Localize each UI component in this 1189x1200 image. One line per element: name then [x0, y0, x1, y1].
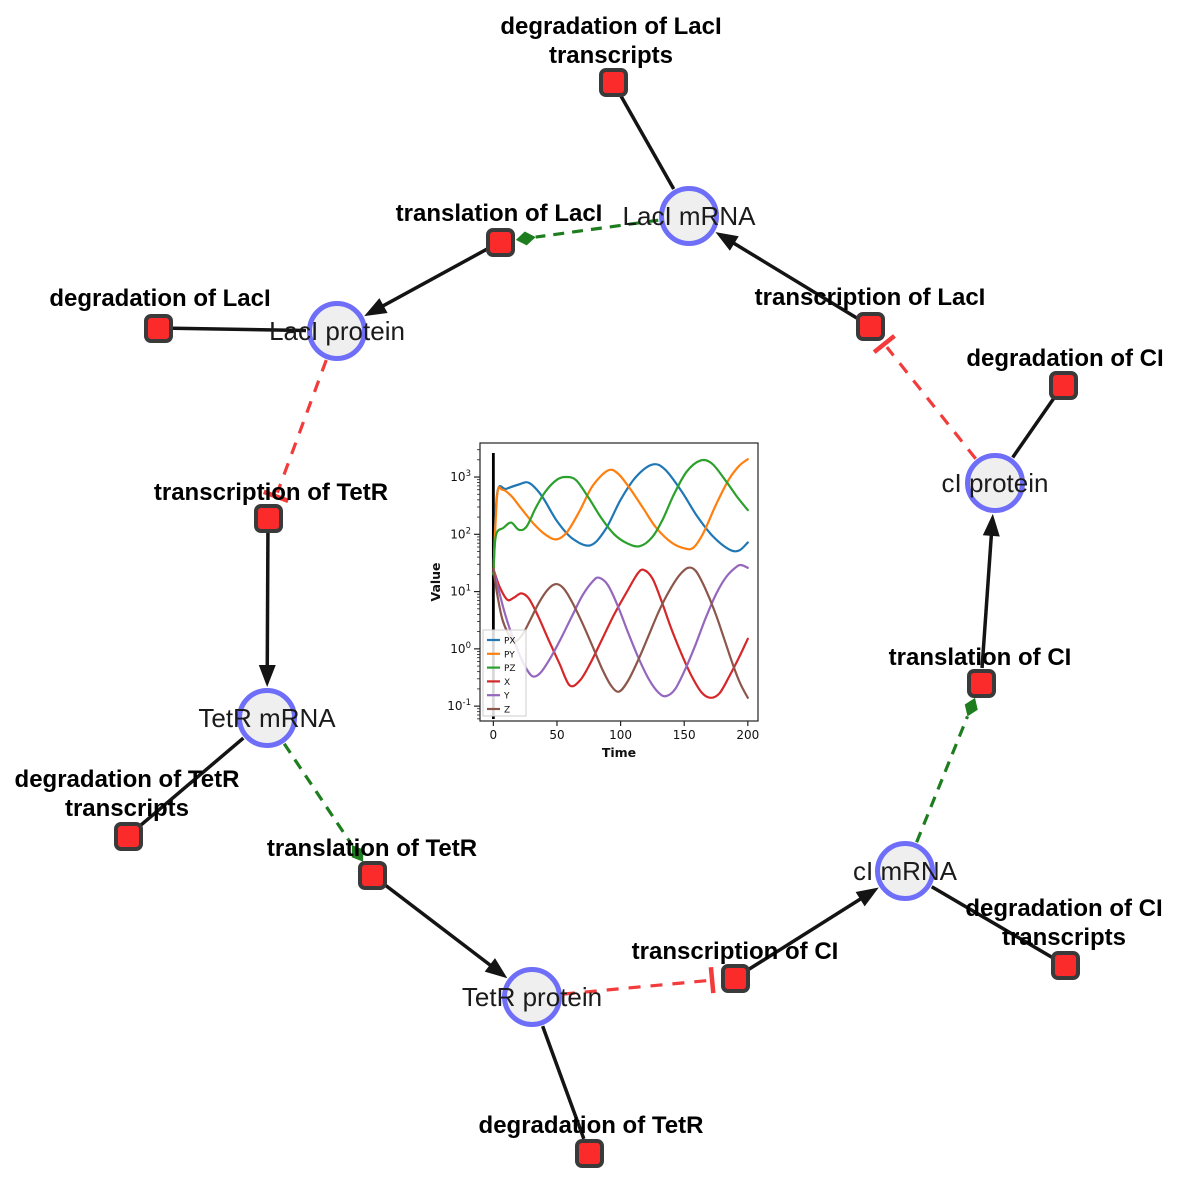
edge-tetr-protein-to-transcription-ci-tee-icon: [708, 966, 716, 994]
reaction-label-degradation-laci: degradation of LacI: [49, 284, 271, 312]
edge-tetr-mrna-to-degradation-tetr-transcripts: [138, 736, 245, 828]
species-label-tetr-mrna: TetR mRNA: [198, 703, 336, 733]
chart-legend-label-py: PY: [504, 650, 515, 660]
chart-y-tick-label: 103: [450, 469, 471, 484]
edge-translation-tetr-to-tetr-protein-arrowhead-icon: [484, 958, 508, 979]
chart-series-z: [492, 566, 749, 699]
edge-laci-mrna-to-degradation-laci-transcripts: [618, 94, 676, 190]
chart-series-x: [492, 567, 749, 699]
edge-translation-ci-to-ci-protein: [980, 529, 994, 669]
chart-legend-box: [482, 629, 527, 717]
reaction-label-degradation-tetr: degradation of TetR: [478, 1111, 704, 1139]
chart-series-y: [492, 563, 749, 698]
chart-x-tick-label: 150: [673, 728, 696, 742]
reaction-node-transcription-laci: [855, 311, 885, 341]
reaction-label-degradation-tetr-transcripts: degradation of TetR transcripts: [14, 766, 240, 822]
reaction-node-degradation-ci: [1048, 370, 1078, 400]
chart-legend-label-y: Y: [503, 692, 510, 702]
reaction-node-translation-laci: [485, 227, 515, 257]
species-node-tetr-protein: [502, 967, 562, 1027]
edge-laci-protein-to-degradation-laci: [172, 326, 307, 333]
chart-legend-label-x: X: [504, 678, 510, 688]
reaction-node-degradation-tetr-transcripts: [113, 821, 143, 851]
edge-ci-protein-to-transcription-laci-tee-icon: [872, 334, 896, 354]
species-label-tetr-protein: TetR protein: [461, 982, 603, 1012]
species-node-laci-mrna: [659, 186, 719, 246]
species-node-laci-protein: [307, 301, 367, 361]
species-node-ci-mrna: [875, 841, 935, 901]
edge-transcription-tetr-to-tetr-mrna: [265, 532, 270, 672]
reaction-node-degradation-ci-transcripts: [1050, 950, 1080, 980]
chart-series-py: [492, 458, 749, 576]
chart-x-tick-label: 200: [736, 728, 759, 742]
reaction-label-degradation-ci-transcripts: degradation of CI transcripts: [965, 895, 1163, 951]
chart-y-axis-title: Value: [430, 562, 443, 601]
reaction-node-translation-ci: [966, 668, 996, 698]
edge-transcription-laci-to-laci-mrna-arrowhead-icon: [715, 232, 739, 251]
reaction-label-transcription-tetr: transcription of TetR: [153, 478, 389, 506]
edge-tetr-mrna-to-translation-tetr-diamond-arrowhead-icon: [351, 845, 364, 862]
chart-x-tick-label: 0: [490, 728, 498, 742]
reaction-node-transcription-tetr: [253, 503, 283, 533]
species-node-tetr-mrna: [237, 688, 297, 748]
chart-y-tick-label: 100: [450, 641, 471, 656]
chart-legend-label-z: Z: [504, 706, 510, 716]
reaction-label-translation-tetr: translation of TetR: [266, 834, 478, 862]
chart-axes-frame: [479, 442, 759, 722]
edge-translation-laci-to-laci-protein-arrowhead-icon: [364, 298, 388, 317]
chart-series-px: [492, 463, 749, 576]
reaction-node-translation-tetr: [357, 860, 387, 890]
edge-laci-protein-to-transcription-tetr: [275, 359, 328, 494]
chart-y-tick-label: 101: [450, 584, 471, 599]
species-label-laci-protein: LacI protein: [269, 316, 405, 346]
chart-y-tick-label: 10-1: [447, 698, 471, 713]
edge-tetr-mrna-to-translation-tetr: [282, 742, 354, 846]
chart-svg: 0 50 100 150 200 10-1 100 101 102 103 Time Value PX P…: [428, 442, 759, 760]
reaction-label-degradation-laci-transcripts: degradation of LacI transcripts: [500, 13, 722, 69]
edge-ci-mrna-to-translation-ci: [915, 715, 969, 843]
reaction-node-degradation-laci: [143, 313, 173, 343]
chart-series-pz: [492, 458, 749, 576]
edge-translation-tetr-to-tetr-protein: [382, 882, 496, 970]
chart-y-tick-label: 102: [450, 526, 471, 541]
species-node-ci-protein: [965, 453, 1025, 513]
reaction-label-translation-ci: translation of CI: [888, 643, 1072, 671]
edge-laci-protein-to-transcription-tetr-tee-icon: [262, 489, 289, 504]
edge-transcription-tetr-to-tetr-mrna-arrowhead-icon: [258, 664, 276, 688]
edge-transcription-ci-to-ci-mrna-arrowhead-icon: [855, 887, 879, 907]
reaction-node-degradation-laci-transcripts: [598, 67, 628, 97]
edge-translation-laci-to-laci-protein: [377, 247, 488, 311]
reaction-label-transcription-laci: transcription of LacI: [754, 283, 986, 311]
edge-translation-ci-to-ci-protein-arrowhead-icon: [982, 513, 1000, 537]
species-label-ci-mrna: cI mRNA: [853, 856, 957, 886]
inset-chart: 0 50 100 150 200 10-1 100 101 102 103 Time Value PX P…: [428, 428, 775, 766]
edge-ci-mrna-to-degradation-ci-transcripts: [930, 885, 1053, 959]
species-label-laci-mrna: LacI mRNA: [622, 201, 756, 231]
edge-laci-mrna-to-translation-laci: [535, 218, 659, 239]
reaction-label-translation-laci: translation of LacI: [395, 199, 603, 227]
reaction-node-transcription-ci: [720, 963, 750, 993]
reaction-node-degradation-tetr: [574, 1138, 604, 1168]
edge-ci-mrna-to-translation-ci-diamond-arrowhead-icon: [964, 697, 978, 717]
chart-x-axis-title: Time: [602, 745, 636, 760]
edge-ci-protein-to-degradation-ci: [1011, 396, 1056, 459]
reaction-label-degradation-ci: degradation of CI: [966, 344, 1164, 372]
chart-legend-label-pz: PZ: [504, 664, 516, 674]
edge-transcription-ci-to-ci-mrna: [746, 894, 867, 972]
chart-x-tick-label: 50: [549, 728, 564, 742]
species-label-ci-protein: cI protein: [941, 468, 1049, 498]
edge-tetr-protein-to-degradation-tetr: [540, 1025, 586, 1140]
chart-legend-label-px: PX: [504, 637, 516, 647]
edge-transcription-laci-to-laci-mrna: [728, 238, 859, 320]
reaction-label-transcription-ci: transcription of CI: [631, 937, 839, 965]
chart-x-tick-label: 100: [609, 728, 632, 742]
edge-laci-mrna-to-translation-laci-diamond-arrowhead-icon: [515, 231, 536, 246]
edge-tetr-protein-to-transcription-ci: [562, 978, 709, 996]
edge-ci-protein-to-transcription-laci: [885, 346, 977, 460]
